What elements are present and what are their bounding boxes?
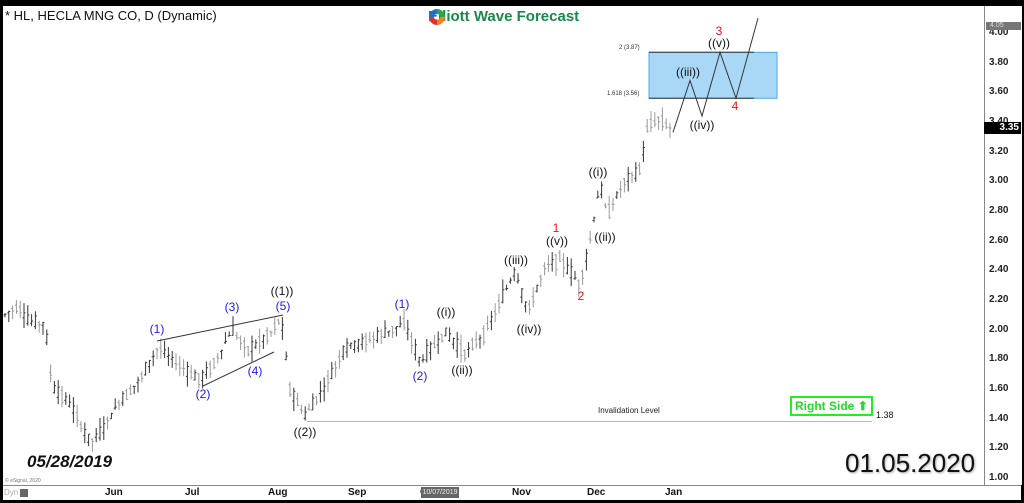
y-tick-label: 3.40 xyxy=(989,116,1008,127)
y-tick-label: 1.60 xyxy=(989,382,1009,394)
y-tick-label: 1.00 xyxy=(989,471,1009,483)
copyright: © eSignal, 2020 xyxy=(5,478,41,484)
chart-title: * HL, HECLA MNG CO, D (Dynamic) xyxy=(5,8,217,23)
x-tick-label: Jul xyxy=(185,487,200,498)
price-axis[interactable]: 4.00 3.80 3.60 3.40 3.20 3.00 2.80 2.60 2.40 2.20… xyxy=(984,6,1022,485)
wave-label: ((1)) xyxy=(270,284,294,298)
y-tick-label: 3.00 xyxy=(989,175,1009,187)
y-tick-label: 3.80 xyxy=(989,56,1009,68)
last-price-tag: 3.35 xyxy=(984,122,1021,134)
arrow-up-icon: ⬆ xyxy=(857,399,868,413)
wave-label: 2 xyxy=(577,289,585,303)
wave-label: ((ii)) xyxy=(594,230,616,244)
x-tick-label: Dec xyxy=(587,487,606,498)
x-tick-label: Nov xyxy=(512,487,531,498)
brand-swirl-icon xyxy=(429,9,445,25)
brand-logo: Elliott Wave Forecast xyxy=(428,8,579,25)
y-tick-label: 3.60 xyxy=(989,86,1009,98)
wave-label: ((iii)) xyxy=(504,253,528,267)
y-tick-label: 2.40 xyxy=(989,264,1009,276)
x-tick-label: Jun xyxy=(105,487,123,498)
y-tick-label: 1.20 xyxy=(989,442,1009,454)
y-tick-label: 2.00 xyxy=(989,323,1009,335)
price-chart xyxy=(3,18,872,452)
wave-label: 4 xyxy=(731,99,739,113)
y-tick-label: 1.80 xyxy=(989,353,1009,365)
wave-label: ((iv)) xyxy=(516,322,542,336)
y-tick-label: 1.40 xyxy=(989,412,1009,424)
wave-label: (2) xyxy=(195,387,211,401)
wave-label: (4) xyxy=(247,364,263,378)
wave-label: (1) xyxy=(149,322,165,336)
wave-label: ((i)) xyxy=(588,165,608,179)
right-side-badge: Right Side ⬆ xyxy=(790,396,873,416)
wave-label: ((ii)) xyxy=(451,363,473,377)
x-tick-label: Aug xyxy=(268,487,288,498)
invalidation-label: Invalidation Level xyxy=(598,406,660,415)
fib-upper-label: 2 (3.87) xyxy=(619,45,640,51)
y-tick-label: 2.60 xyxy=(989,234,1009,246)
wave-label: ((iii)) xyxy=(676,65,700,79)
x-tick-label: Sep xyxy=(348,487,367,498)
time-axis[interactable]: JunJulAugSepONovDecJan xyxy=(3,485,1021,500)
high-price-tag: 4.05 xyxy=(986,22,1021,30)
brand-name: Elliott Wave Forecast xyxy=(428,8,580,25)
chart-plot-area[interactable] xyxy=(3,6,984,485)
wave-label: 3 xyxy=(715,24,723,38)
y-tick-label: 2.80 xyxy=(989,204,1009,216)
settings-icon xyxy=(20,488,29,497)
y-tick-label: 3.20 xyxy=(989,145,1009,157)
wave-label: 1 xyxy=(552,221,560,235)
wave-label: ((2)) xyxy=(293,425,317,439)
current-date: 01.05.2020 xyxy=(845,448,976,478)
wave-label: (1) xyxy=(394,297,410,311)
fib-lower-label: 1.618 (3.56) xyxy=(607,91,640,97)
invalidation-value: 1.38 xyxy=(876,410,894,420)
dyn-label[interactable]: Dyn xyxy=(4,488,29,497)
x-tick-label: Jan xyxy=(665,487,683,498)
right-side-label: Right Side xyxy=(795,399,855,413)
wave-label: ((v)) xyxy=(708,36,730,50)
y-tick-label: 4.00 xyxy=(989,27,1009,38)
wave-label: (2) xyxy=(412,369,428,383)
wave-label: ((v)) xyxy=(546,234,568,248)
cursor-date-tag: 10/07/2019 xyxy=(421,487,459,498)
wave-label: ((iv)) xyxy=(689,118,715,132)
wave-label: (5) xyxy=(275,299,291,313)
start-date: 05/28/2019 xyxy=(27,452,113,471)
wave-label: (3) xyxy=(224,300,240,314)
wave-label: ((i)) xyxy=(436,305,456,319)
y-tick-label: 2.20 xyxy=(989,293,1009,305)
